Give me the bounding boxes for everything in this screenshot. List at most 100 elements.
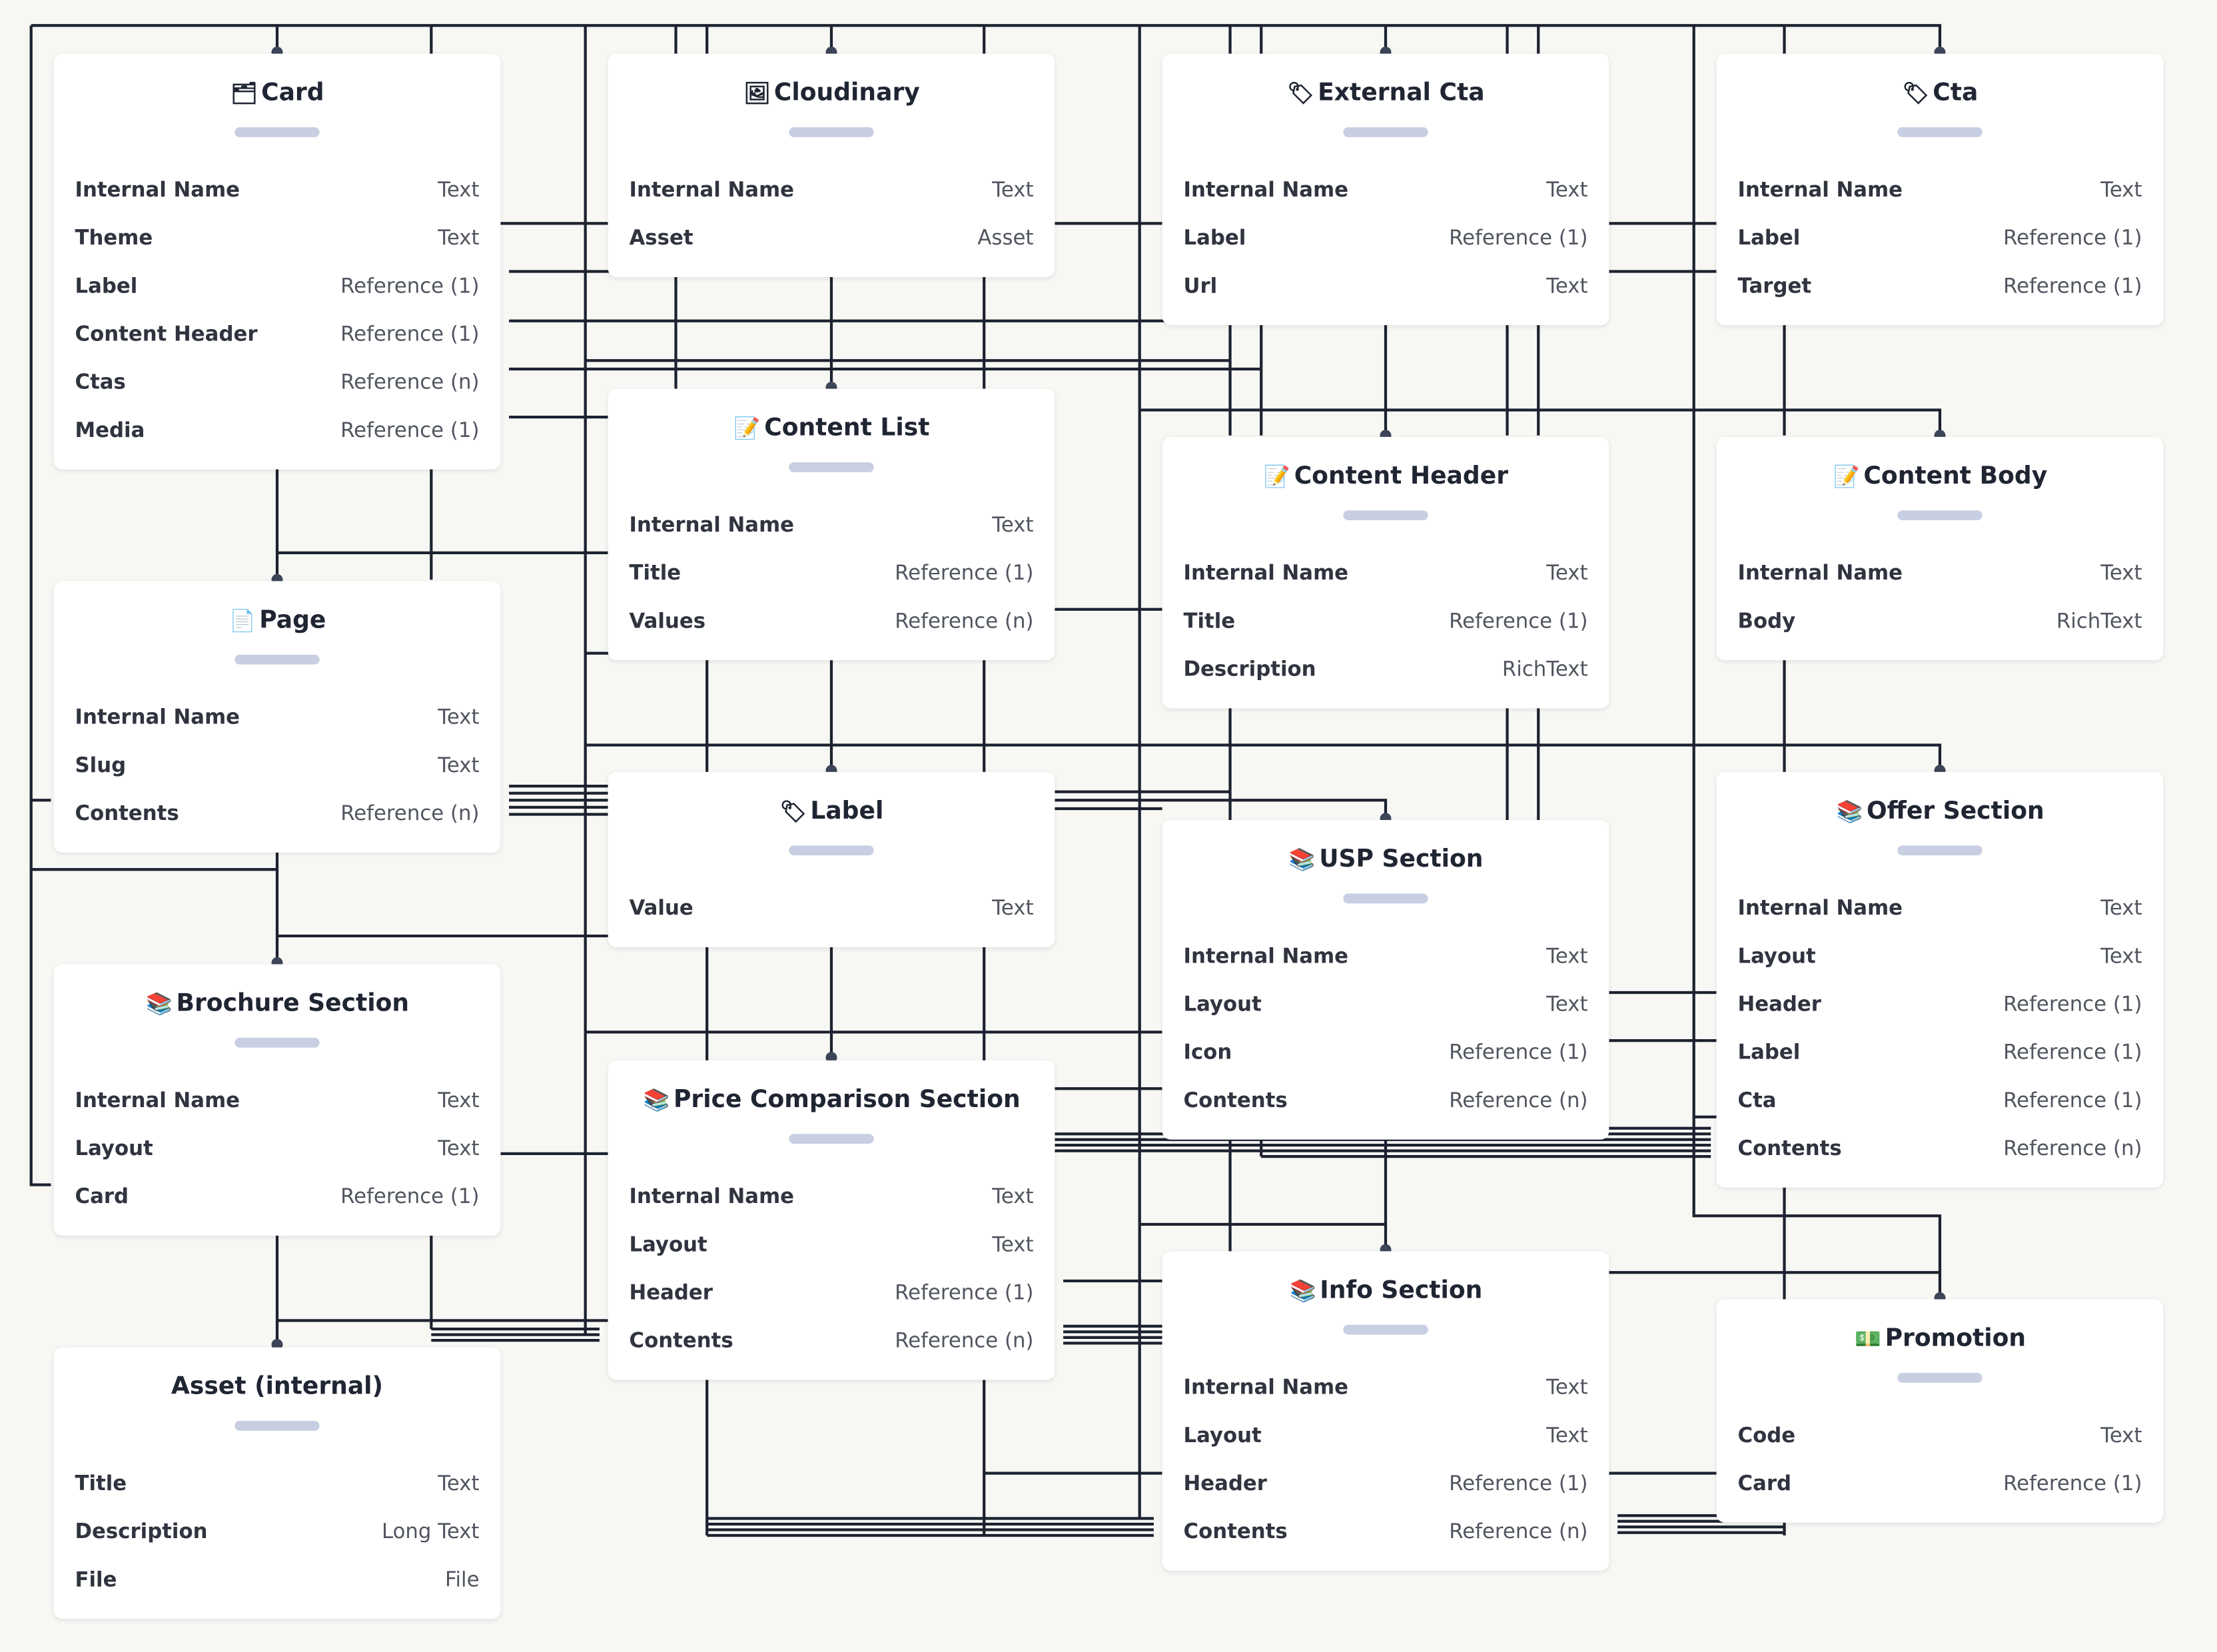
- entity-title: 🖼 Cloudinary: [608, 79, 1055, 107]
- field-row[interactable]: Label Reference (1): [1717, 215, 2164, 263]
- field-row[interactable]: Label Reference (1): [1717, 1029, 2164, 1077]
- entity-header[interactable]: 📝 Content Header: [1162, 437, 1609, 550]
- entity-header[interactable]: 💵 Promotion: [1717, 1300, 2164, 1413]
- field-type: Reference (1): [1449, 1042, 1588, 1065]
- entity-offer-section[interactable]: 📚 Offer Section Internal Name Text Layout Tex…: [1716, 771, 2164, 1188]
- entity-header[interactable]: 📚 Info Section: [1162, 1251, 1609, 1364]
- entity-card[interactable]: 🗂 Card Internal Name Text Theme Text Label Refe…: [53, 53, 501, 470]
- entity-footer-padding: [608, 263, 1055, 277]
- field-row[interactable]: Header Reference (1): [1162, 1460, 1609, 1508]
- entity-accent-bar: [234, 654, 320, 665]
- entity-brochure-section[interactable]: 📚 Brochure Section Internal Name Text Layout…: [53, 964, 501, 1236]
- field-row[interactable]: Layout Text: [608, 1222, 1055, 1270]
- entity-header[interactable]: 📚 Price Comparison Section: [608, 1060, 1055, 1174]
- field-row[interactable]: Internal Name Text: [1162, 550, 1609, 598]
- field-name: Card: [75, 1186, 129, 1209]
- field-row[interactable]: Contents Reference (n): [608, 1318, 1055, 1366]
- entity-header[interactable]: 🏷 Cta: [1717, 54, 2164, 167]
- entity-header[interactable]: 📄 Page: [54, 581, 501, 694]
- field-row[interactable]: Media Reference (1): [54, 407, 501, 455]
- field-row[interactable]: Code Text: [1717, 1412, 2164, 1460]
- field-row[interactable]: Contents Reference (n): [1162, 1077, 1609, 1125]
- field-row[interactable]: Header Reference (1): [1717, 981, 2164, 1029]
- field-row[interactable]: Description Long Text: [54, 1509, 501, 1557]
- field-row[interactable]: Theme Text: [54, 215, 501, 263]
- field-row[interactable]: Contents Reference (n): [1717, 1125, 2164, 1173]
- entity-header[interactable]: 🖼 Cloudinary: [608, 54, 1055, 167]
- field-row[interactable]: Internal Name Text: [1717, 550, 2164, 598]
- field-name: Values: [629, 610, 706, 633]
- entity-content-list[interactable]: 📝 Content List Internal Name Text Title Refer…: [608, 388, 1055, 661]
- field-row[interactable]: Title Reference (1): [1162, 598, 1609, 646]
- field-name: File: [75, 1569, 117, 1592]
- entity-header[interactable]: 📚 USP Section: [1162, 820, 1609, 933]
- field-row[interactable]: Header Reference (1): [608, 1270, 1055, 1318]
- field-type: Reference (n): [895, 610, 1034, 633]
- entity-title-text: External Cta: [1318, 79, 1485, 108]
- entity-header[interactable]: Asset (internal): [54, 1348, 501, 1461]
- entity-content-body[interactable]: 📝 Content Body Internal Name Text Body RichTe…: [1716, 436, 2164, 661]
- entity-title-text: Price Comparison Section: [673, 1086, 1021, 1114]
- field-type: Text: [992, 179, 1034, 203]
- field-name: Internal Name: [75, 1090, 240, 1113]
- field-row[interactable]: Contents Reference (n): [54, 790, 501, 838]
- field-row[interactable]: Url Text: [1162, 263, 1609, 311]
- field-row[interactable]: Cta Reference (1): [1717, 1077, 2164, 1125]
- field-row[interactable]: Layout Text: [54, 1125, 501, 1173]
- field-row[interactable]: Internal Name Text: [1717, 167, 2164, 214]
- field-row[interactable]: Internal Name Text: [54, 167, 501, 214]
- field-row[interactable]: Internal Name Text: [608, 502, 1055, 550]
- field-row[interactable]: Title Reference (1): [608, 550, 1055, 598]
- field-row[interactable]: Card Reference (1): [1717, 1460, 2164, 1508]
- field-type: Text: [438, 1090, 480, 1113]
- field-row[interactable]: Label Reference (1): [1162, 215, 1609, 263]
- field-row[interactable]: Ctas Reference (n): [54, 359, 501, 407]
- field-row[interactable]: Internal Name Text: [1162, 167, 1609, 214]
- entity-header[interactable]: 📚 Offer Section: [1717, 772, 2164, 885]
- entity-page[interactable]: 📄 Page Internal Name Text Slug Text Contents Re…: [53, 581, 501, 853]
- entity-cta[interactable]: 🏷 Cta Internal Name Text Label Reference (1) T…: [1716, 53, 2164, 326]
- field-row[interactable]: File File: [54, 1557, 501, 1605]
- entity-price-comparison-section[interactable]: 📚 Price Comparison Section Internal Name Te…: [608, 1060, 1055, 1380]
- entity-info-section[interactable]: 📚 Info Section Internal Name Text Layout Text…: [1162, 1251, 1609, 1571]
- field-row[interactable]: Layout Text: [1717, 933, 2164, 981]
- entity-asset-internal[interactable]: Asset (internal) Title Text Description Long…: [53, 1347, 501, 1619]
- field-row[interactable]: Asset Asset: [608, 215, 1055, 263]
- field-row[interactable]: Title Text: [54, 1460, 501, 1508]
- field-row[interactable]: Label Reference (1): [54, 263, 501, 311]
- entity-header[interactable]: 🗂 Card: [54, 54, 501, 167]
- field-row[interactable]: Icon Reference (1): [1162, 1029, 1609, 1077]
- field-row[interactable]: Target Reference (1): [1717, 263, 2164, 311]
- field-row[interactable]: Internal Name Text: [1717, 885, 2164, 933]
- field-row[interactable]: Layout Text: [1162, 981, 1609, 1029]
- field-row[interactable]: Card Reference (1): [54, 1174, 501, 1222]
- field-row[interactable]: Internal Name Text: [1162, 933, 1609, 981]
- entity-label[interactable]: 🏷 Label Value Text: [608, 771, 1055, 948]
- entity-header[interactable]: 📝 Content List: [608, 389, 1055, 502]
- entity-external-cta[interactable]: 🏷 External Cta Internal Name Text Label Refer…: [1162, 53, 1609, 326]
- field-row[interactable]: Description RichText: [1162, 646, 1609, 694]
- field-row[interactable]: Values Reference (n): [608, 598, 1055, 646]
- field-type: Text: [1546, 994, 1588, 1017]
- entity-header[interactable]: 📝 Content Body: [1717, 437, 2164, 550]
- field-row[interactable]: Slug Text: [54, 742, 501, 790]
- field-name: Target: [1737, 275, 1812, 298]
- field-row[interactable]: Body RichText: [1717, 598, 2164, 646]
- entity-content-header[interactable]: 📝 Content Header Internal Name Text Title Ref…: [1162, 436, 1609, 709]
- entity-header[interactable]: 🏷 External Cta: [1162, 54, 1609, 167]
- entity-header[interactable]: 📚 Brochure Section: [54, 965, 501, 1078]
- field-row[interactable]: Value Text: [608, 885, 1055, 933]
- field-row[interactable]: Internal Name Text: [54, 694, 501, 742]
- entity-header[interactable]: 🏷 Label: [608, 772, 1055, 885]
- field-name: Media: [75, 420, 145, 443]
- field-row[interactable]: Layout Text: [1162, 1412, 1609, 1460]
- field-row[interactable]: Contents Reference (n): [1162, 1509, 1609, 1557]
- field-row[interactable]: Internal Name Text: [54, 1077, 501, 1125]
- entity-promotion[interactable]: 💵 Promotion Code Text Card Reference (1): [1716, 1299, 2164, 1523]
- field-row[interactable]: Content Header Reference (1): [54, 311, 501, 359]
- entity-usp-section[interactable]: 📚 USP Section Internal Name Text Layout Text I…: [1162, 820, 1609, 1140]
- field-row[interactable]: Internal Name Text: [608, 1174, 1055, 1222]
- entity-cloudinary[interactable]: 🖼 Cloudinary Internal Name Text Asset Asset: [608, 53, 1055, 278]
- field-row[interactable]: Internal Name Text: [1162, 1364, 1609, 1412]
- field-row[interactable]: Internal Name Text: [608, 167, 1055, 214]
